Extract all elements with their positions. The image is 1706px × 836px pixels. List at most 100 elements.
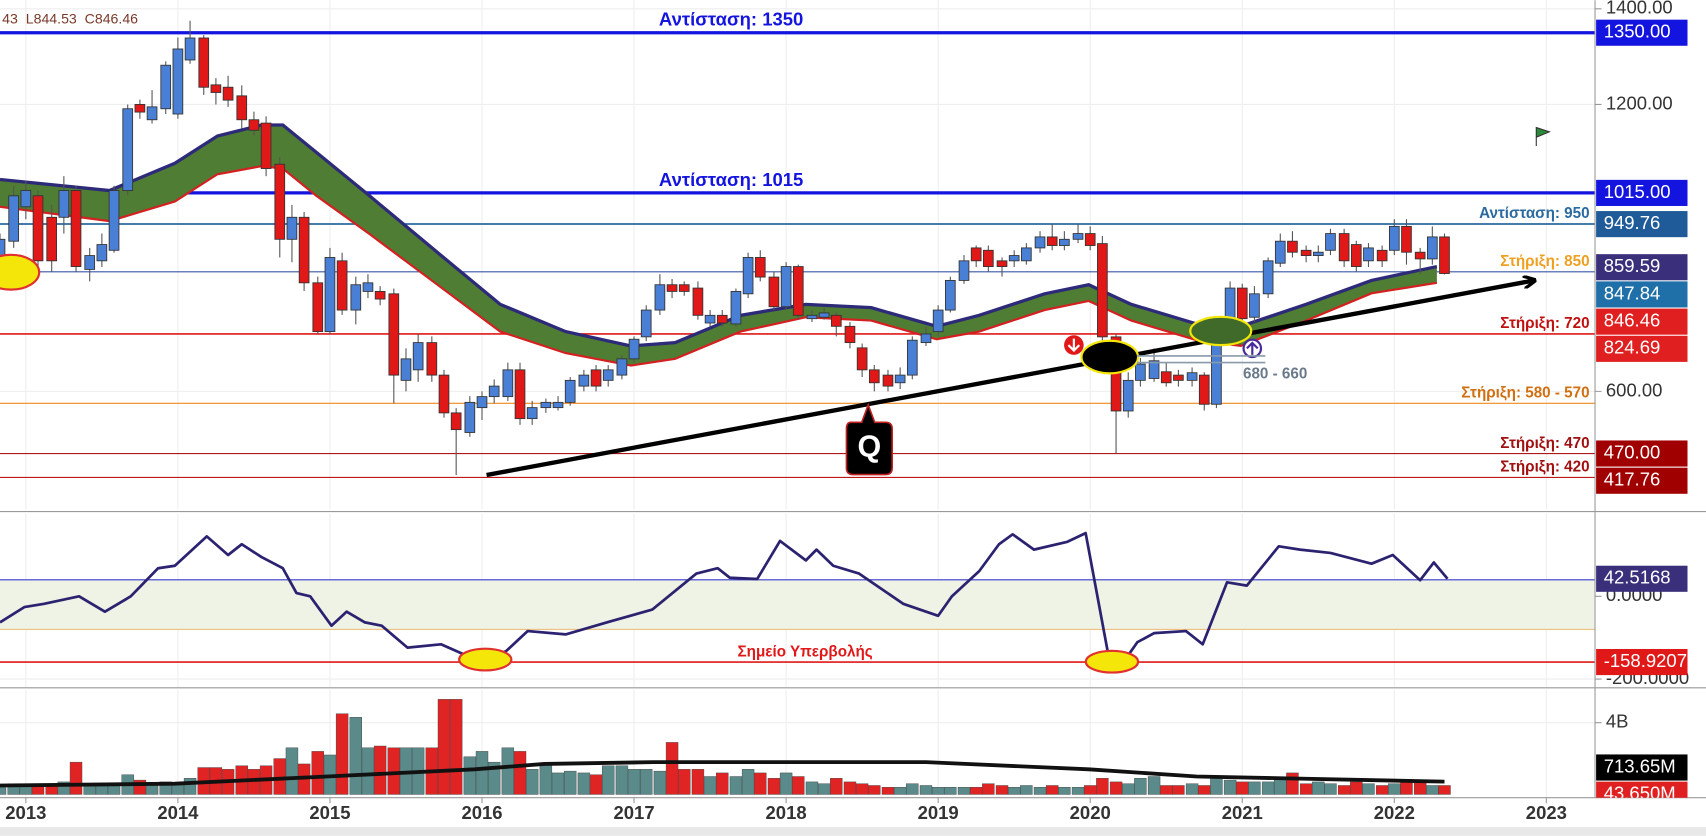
candle-body: [1350, 244, 1362, 267]
candle-body: [1426, 236, 1438, 260]
highlight: [1084, 649, 1140, 674]
candle-body: [450, 412, 462, 431]
candle-body: [742, 257, 754, 295]
x-tick-label: 2015: [309, 802, 350, 823]
candle-body: [590, 369, 602, 387]
candle-body: [768, 276, 780, 308]
volume-bar: [95, 785, 109, 795]
candle-body: [96, 244, 108, 262]
volume-bar: [361, 747, 375, 795]
candle-body: [134, 104, 146, 113]
volume-bar: [893, 787, 907, 795]
candle-body: [464, 401, 476, 433]
candle-body: [1021, 247, 1032, 262]
candle-body: [198, 37, 210, 88]
volume-bar: [665, 742, 679, 795]
volume-bar: [273, 758, 286, 795]
candle-body: [350, 284, 362, 311]
volume-bar: [387, 747, 401, 795]
volume-bar: [919, 785, 933, 795]
candle-body: [1414, 251, 1426, 260]
highlight: [0, 253, 41, 291]
volume-bar: [855, 783, 869, 795]
candle-body: [438, 374, 450, 414]
x-tick-label: 2019: [918, 802, 959, 823]
candle-body: [222, 86, 234, 101]
volume-bar: [1058, 787, 1071, 795]
candle-body: [476, 396, 488, 409]
price-tag: [1596, 308, 1688, 335]
candle-body: [324, 257, 336, 333]
volume-bar: [1286, 772, 1299, 795]
candle-body: [818, 312, 830, 318]
level-label: Αντίσταση: 1015: [659, 169, 803, 190]
candle-body: [1046, 236, 1058, 246]
price-tag-label: 43.650M: [1604, 783, 1676, 804]
volume-bar: [1033, 787, 1047, 795]
ohlc-readout: 43 L844.53 C846.46: [2, 11, 138, 27]
volume-bar: [931, 787, 945, 795]
price-tag: [1596, 281, 1688, 308]
candle-body: [248, 119, 260, 131]
candle-body: [20, 190, 32, 208]
candle-body: [730, 290, 742, 325]
candle-body: [1439, 236, 1450, 274]
candle-body: [160, 64, 172, 110]
candle-body: [678, 284, 690, 292]
candle-body: [856, 347, 868, 371]
volume-bar: [335, 713, 349, 795]
candle-body: [868, 369, 880, 384]
candle-body: [426, 342, 438, 376]
volume-bar: [969, 787, 983, 795]
candle-body: [312, 282, 324, 333]
candle-body: [8, 195, 20, 242]
candle-body: [1262, 260, 1274, 295]
candle-body: [70, 190, 82, 267]
volume-bar: [754, 772, 767, 795]
callout-label: Q: [857, 430, 881, 464]
volume-bar: [1388, 783, 1401, 795]
volume-bar: [729, 776, 743, 795]
x-tick-label: 2016: [461, 802, 502, 823]
volume-bar: [1096, 778, 1109, 795]
x-tick-label: 2022: [1374, 802, 1415, 823]
volume-bar: [1007, 787, 1021, 795]
x-tick-label: 2014: [157, 802, 199, 823]
candle-body: [1160, 371, 1172, 384]
volume-bar: [982, 783, 995, 795]
price-tag-label: -158.9207: [1604, 650, 1687, 671]
volume-bar: [1223, 779, 1237, 795]
volume-bar: [1071, 787, 1085, 795]
volume-bar: [1045, 785, 1059, 795]
highlight: [1080, 339, 1140, 375]
volume-bar: [691, 769, 705, 795]
price-pane: Αντίσταση: 1350 Αντίσταση: 1015 Αντίσταση:…: [0, 0, 1596, 510]
volume-bar: [349, 717, 363, 795]
candle-body: [1312, 251, 1324, 256]
price-tag: [1596, 19, 1688, 46]
candle-body: [1186, 372, 1198, 381]
candle-body: [540, 401, 552, 409]
price-tag: [1596, 781, 1688, 798]
candle-body: [1173, 374, 1184, 381]
candle-body: [1249, 293, 1260, 318]
candle-body: [666, 284, 678, 292]
price-tag-label: 1350.00: [1604, 21, 1671, 42]
volume-bar: [563, 770, 577, 795]
volume-bar: [615, 765, 629, 795]
candle-body: [1274, 240, 1286, 264]
volume-bar: [1185, 783, 1199, 795]
price-tag-label: 1015.00: [1604, 181, 1671, 202]
scrollbar: [0, 827, 1706, 836]
volume-bar: [640, 769, 653, 795]
volume-bar: [1413, 781, 1427, 795]
highlight: [1189, 315, 1253, 347]
price-tag-label: 713.65M: [1604, 755, 1676, 776]
candle-body: [1376, 249, 1388, 262]
volume-bar: [475, 751, 489, 795]
candle-body: [400, 358, 412, 381]
volume-bar: [817, 783, 831, 795]
candle-body: [983, 249, 994, 267]
candle-body: [1338, 233, 1350, 262]
volume-bar: [792, 776, 805, 795]
